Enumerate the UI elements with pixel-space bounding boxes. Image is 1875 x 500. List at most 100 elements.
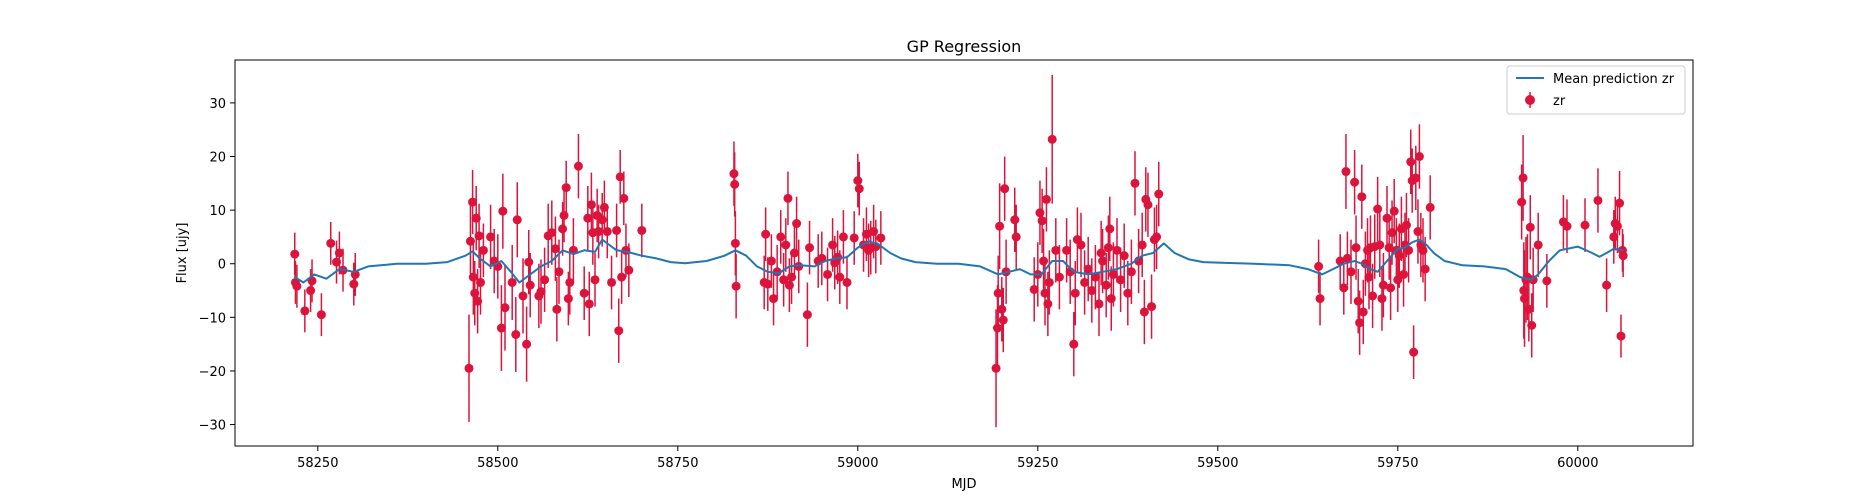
zr-data-point xyxy=(853,176,863,186)
zr-data-point xyxy=(1616,331,1626,341)
zr-data-point xyxy=(468,197,478,207)
zr-data-point xyxy=(1139,307,1149,317)
zr-data-point xyxy=(1040,288,1050,298)
zr-data-point xyxy=(326,238,336,248)
zr-data-point xyxy=(597,215,607,225)
zr-data-point xyxy=(511,329,521,339)
x-axis-label: MJD xyxy=(951,477,976,492)
zr-data-point xyxy=(730,179,740,189)
zr-data-point xyxy=(1041,194,1051,204)
zr-data-point xyxy=(1519,286,1529,296)
zr-data-point xyxy=(1612,221,1622,231)
zr-data-point xyxy=(1315,294,1325,304)
zr-data-point xyxy=(290,249,300,259)
zr-data-point xyxy=(306,286,316,296)
zr-data-point xyxy=(558,224,568,234)
zr-data-point xyxy=(498,206,508,216)
y-tick-label: −20 xyxy=(199,365,226,380)
zr-data-point xyxy=(1119,251,1129,261)
zr-data-point xyxy=(729,169,739,179)
zr-data-point xyxy=(349,279,359,289)
zr-data-point xyxy=(766,256,776,266)
zr-data-point xyxy=(1043,299,1053,309)
zr-data-point xyxy=(783,193,793,203)
zr-data-point xyxy=(1393,275,1403,285)
zr-data-point xyxy=(787,272,797,282)
zr-data-point xyxy=(1387,228,1397,238)
zr-data-point xyxy=(876,233,886,243)
zr-data-point xyxy=(292,281,302,291)
zr-data-point xyxy=(1517,197,1527,207)
x-tick-label: 59750 xyxy=(1377,456,1418,471)
zr-data-point xyxy=(1350,177,1360,187)
zr-data-point xyxy=(550,244,560,254)
x-tick-label: 59500 xyxy=(1197,456,1238,471)
zr-data-point xyxy=(1357,192,1367,202)
zr-data-point xyxy=(565,277,575,287)
x-tick-label: 59250 xyxy=(1017,456,1058,471)
zr-data-point xyxy=(1377,294,1387,304)
zr-data-point xyxy=(769,294,779,304)
zr-data-point xyxy=(496,323,506,333)
zr-data-point xyxy=(617,272,627,282)
zr-data-point xyxy=(998,315,1008,325)
y-tick-label: 10 xyxy=(209,204,226,219)
zr-data-point xyxy=(1364,272,1374,282)
zr-data-point xyxy=(476,277,486,287)
legend: Mean prediction zr zr xyxy=(1506,65,1686,115)
zr-data-point xyxy=(854,184,864,194)
zr-data-point xyxy=(334,248,344,258)
zr-data-point xyxy=(1351,243,1361,253)
zr-data-point xyxy=(1152,232,1162,242)
zr-data-point xyxy=(594,227,604,237)
zr-data-point xyxy=(1618,251,1628,261)
zr-data-point xyxy=(1011,232,1021,242)
zr-data-point xyxy=(1096,248,1106,258)
legend-label-zr: zr xyxy=(1553,94,1566,109)
zr-data-point xyxy=(536,287,546,297)
zr-data-point xyxy=(507,277,517,287)
zr-data-point xyxy=(1382,213,1392,223)
zr-data-point xyxy=(522,339,532,349)
zr-data-point xyxy=(1116,275,1126,285)
zr-data-point xyxy=(1353,296,1363,306)
zr-data-point xyxy=(554,267,564,277)
zr-data-point xyxy=(731,281,741,291)
zr-data-point xyxy=(1358,307,1368,317)
zr-data-point xyxy=(1090,272,1100,282)
zr-data-point xyxy=(1047,134,1057,144)
zr-data-point xyxy=(563,294,573,304)
zr-data-point xyxy=(552,304,562,314)
zr-data-point xyxy=(997,304,1007,314)
zr-data-point xyxy=(590,275,600,285)
zr-data-point xyxy=(1520,294,1530,304)
zr-data-point xyxy=(1339,283,1349,293)
legend-marker-swatch xyxy=(1525,95,1535,105)
zr-data-point xyxy=(1143,200,1153,210)
zr-data-point xyxy=(1411,173,1421,183)
zr-data-point xyxy=(602,227,612,237)
zr-data-point xyxy=(518,291,528,301)
zr-data-point xyxy=(1101,280,1111,290)
zr-data-point xyxy=(1409,347,1419,357)
zr-data-point xyxy=(1054,272,1064,282)
zr-data-point xyxy=(612,225,622,235)
zr-data-point xyxy=(1080,277,1090,287)
zr-data-point xyxy=(1368,291,1378,301)
zr-data-point xyxy=(861,229,871,239)
zr-data-point xyxy=(761,229,771,239)
zr-data-point xyxy=(730,238,740,248)
zr-data-point xyxy=(1386,283,1396,293)
zr-data-point xyxy=(1418,245,1428,255)
zr-data-point xyxy=(789,248,799,258)
zr-data-point xyxy=(478,245,488,255)
zr-data-point xyxy=(1404,245,1414,255)
zr-data-point xyxy=(1413,227,1423,237)
zr-data-point xyxy=(1076,240,1086,250)
zr-data-point xyxy=(607,277,617,287)
zr-data-point xyxy=(624,265,634,275)
zr-data-point xyxy=(1130,178,1140,188)
x-tick-label: 58250 xyxy=(297,456,338,471)
zr-data-point xyxy=(1378,280,1388,290)
zr-data-point xyxy=(1527,320,1537,330)
